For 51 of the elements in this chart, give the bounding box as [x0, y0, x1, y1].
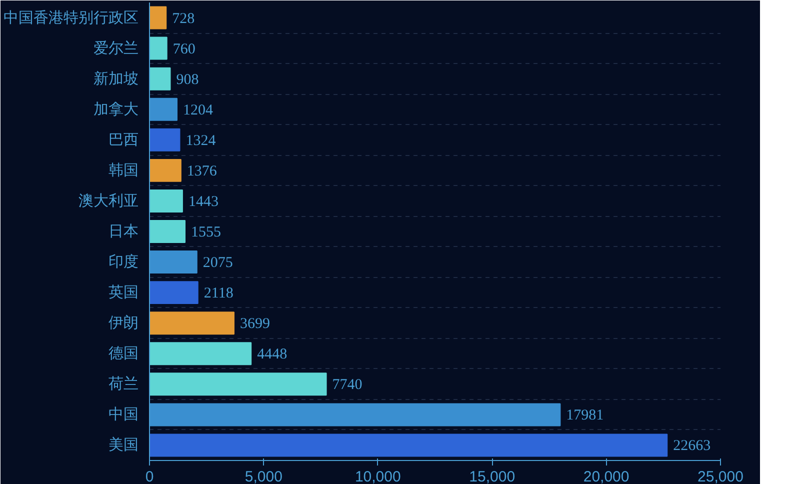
- bar: [150, 128, 180, 152]
- data-label: 760: [172, 41, 196, 58]
- data-label: 3699: [240, 316, 270, 332]
- x-tick-label: 0: [145, 468, 154, 484]
- data-label: 1324: [186, 132, 216, 149]
- y-tick-label: 新加坡: [94, 70, 138, 88]
- y-tick-label: 英国: [108, 284, 138, 302]
- y-tick-label: 中国: [108, 406, 138, 424]
- y-tick-label: 日本: [108, 223, 138, 240]
- y-tick-label: 印度: [108, 254, 138, 271]
- bar: [150, 403, 561, 426]
- data-label: 4448: [257, 346, 288, 363]
- data-label: 1376: [186, 163, 218, 180]
- bar: [150, 250, 198, 274]
- y-tick-label: 荷兰: [108, 376, 138, 393]
- bar: [150, 36, 168, 60]
- data-label: 17981: [566, 408, 604, 424]
- bar: [150, 98, 178, 121]
- data-label: 2118: [204, 286, 234, 302]
- y-tick-label: 德国: [108, 345, 138, 362]
- y-tick-label: 中国香港特别行政区: [4, 9, 138, 26]
- bar: [150, 220, 186, 243]
- x-tick-label: 5,000: [244, 468, 282, 484]
- bar: [150, 67, 171, 90]
- x-tick-label: 10,000: [354, 468, 401, 484]
- data-label: 1555: [191, 224, 222, 240]
- data-label: 1443: [188, 194, 218, 210]
- y-tick-label: 巴西: [108, 131, 138, 148]
- y-tick-label: 加拿大: [94, 100, 138, 118]
- data-label: 22663: [673, 438, 711, 454]
- bar: [150, 281, 198, 304]
- data-label: 908: [176, 72, 199, 88]
- bar: [150, 372, 327, 396]
- bar: [150, 342, 252, 366]
- data-label: 7740: [332, 377, 362, 394]
- bar: [150, 434, 668, 457]
- x-tick-label: 15,000: [469, 468, 516, 484]
- bar: [150, 6, 167, 30]
- data-label: 2075: [202, 255, 233, 272]
- data-label: 1204: [183, 102, 214, 118]
- y-tick-label: 伊朗: [108, 314, 138, 332]
- y-tick-label: 澳大利亚: [78, 192, 138, 210]
- x-tick-label: 25,000: [698, 468, 744, 484]
- x-tick-label: 20,000: [583, 468, 630, 484]
- y-tick-label: 美国: [108, 436, 138, 454]
- bar: [150, 189, 183, 212]
- y-tick-label: 韩国: [108, 162, 138, 179]
- y-tick-label: 爱尔兰: [94, 40, 138, 57]
- bar: [150, 312, 234, 335]
- data-label: 728: [172, 10, 195, 27]
- bar: [150, 158, 182, 182]
